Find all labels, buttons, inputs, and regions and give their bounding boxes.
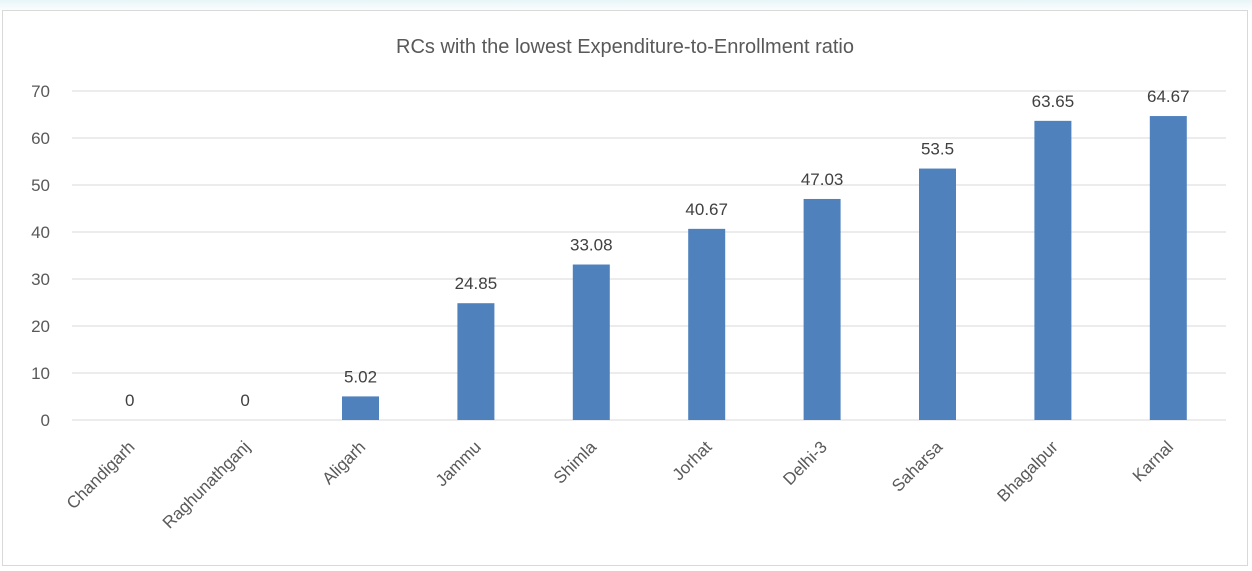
- y-tick-label: 50: [31, 176, 50, 195]
- category-label-karnal: Karnal: [1129, 437, 1177, 485]
- data-label-raghunathganj: 0: [240, 391, 249, 410]
- category-label-aligarh: Aligarh: [318, 437, 369, 488]
- x-axis-categories: Chandigarh Raghunathganj Aligarh Jammu Shiml…: [63, 437, 1177, 532]
- top-fade-band: [0, 0, 1252, 12]
- data-label-aligarh: 5.02: [344, 367, 377, 386]
- y-tick-label: 10: [31, 364, 50, 383]
- bar-jammu: [457, 303, 495, 420]
- bar-delhi-3: [803, 198, 841, 420]
- data-label-karnal: 64.67: [1147, 87, 1190, 106]
- data-label-bhagalpur: 63.65: [1032, 92, 1075, 111]
- category-label-jammu: Jammu: [432, 437, 485, 490]
- y-tick-label: 70: [31, 82, 50, 101]
- y-axis-ticks: 0 10 20 30 40 50 60 70: [31, 82, 50, 430]
- data-label-delhi-3: 47.03: [801, 170, 844, 189]
- category-label-saharsa: Saharsa: [888, 437, 947, 496]
- bar-saharsa: [919, 168, 956, 420]
- bar-jorhat: [688, 228, 726, 420]
- bar-karnal: [1149, 116, 1187, 421]
- category-label-bhagalpur: Bhagalpur: [993, 437, 1061, 505]
- y-tick-label: 0: [41, 411, 50, 430]
- data-label-jammu: 24.85: [455, 274, 498, 293]
- gridlines: [72, 90, 1226, 421]
- y-tick-label: 40: [31, 223, 50, 242]
- bars: [342, 116, 1187, 421]
- category-label-raghunathganj: Raghunathganj: [159, 437, 254, 532]
- bar-bhagalpur: [1034, 120, 1072, 420]
- category-label-jorhat: Jorhat: [669, 437, 716, 484]
- bar-aligarh: [342, 396, 379, 420]
- data-label-saharsa: 53.5: [921, 140, 954, 159]
- data-label-jorhat: 40.67: [685, 200, 728, 219]
- category-label-delhi-3: Delhi-3: [779, 437, 831, 489]
- category-label-chandigarh: Chandigarh: [63, 437, 139, 513]
- category-label-shimla: Shimla: [550, 437, 601, 488]
- y-tick-label: 20: [31, 317, 50, 336]
- data-label-chandigarh: 0: [125, 391, 134, 410]
- bar-shimla: [572, 264, 610, 420]
- data-labels: 0 0 5.02 24.85 33.08 40.67 47.03 53.5 63.65 64.67: [125, 87, 1190, 410]
- y-tick-label: 60: [31, 129, 50, 148]
- y-tick-label: 30: [31, 270, 50, 289]
- chart-title: RCs with the lowest Expenditure-to-Enrol…: [396, 36, 854, 58]
- data-label-shimla: 33.08: [570, 236, 613, 255]
